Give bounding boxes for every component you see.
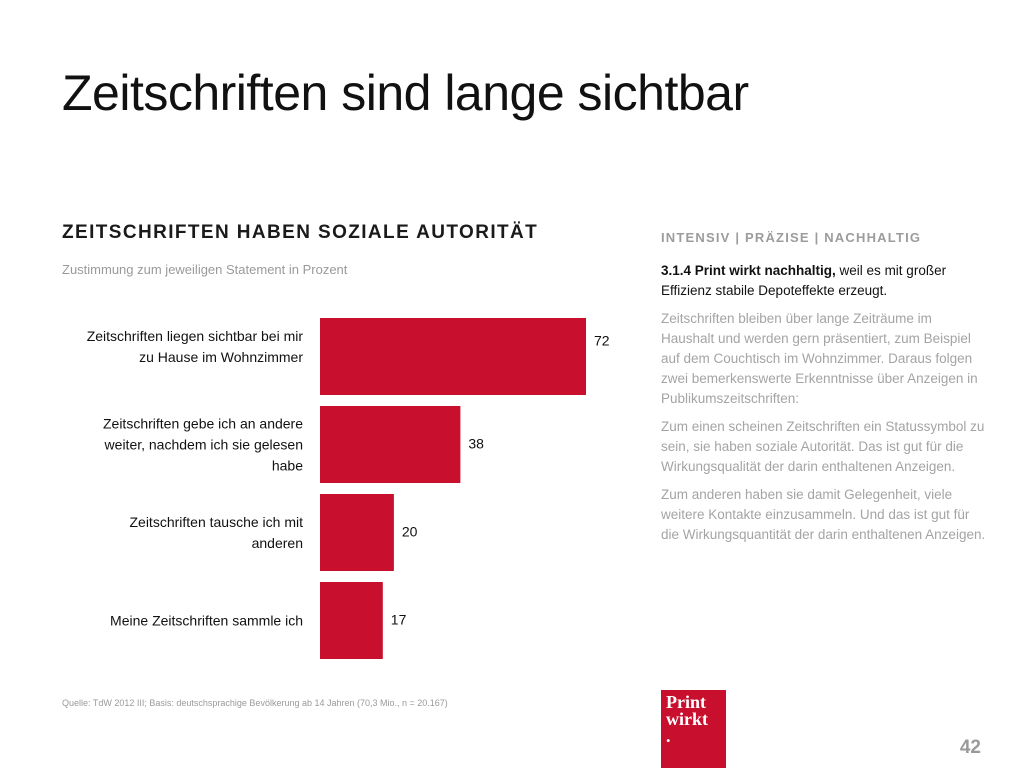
bar-chart: 72 Zeitschriften liegen sichtbar bei mir z… <box>87 318 610 659</box>
bar-value-label: 72 <box>594 333 610 349</box>
print-wirkt-logo: Print wirkt. <box>661 690 726 768</box>
bar-value-label: 20 <box>402 524 418 540</box>
category-label: Zeitschriften liegen sichtbar bei mir zu … <box>87 328 304 365</box>
right-column: INTENSIV | PRÄZISE | NACHHALTIG 3.1.4 Pr… <box>661 230 986 553</box>
body-paragraph: Zum anderen haben sie damit Gelegenheit,… <box>661 487 986 542</box>
logo-line-2: wirkt <box>666 709 708 729</box>
chart-heading: ZEITSCHRIFTEN HABEN SOZIALE AUTORITÄT <box>62 222 539 243</box>
category-label: Zeitschriften gebe ich an andere weiter, … <box>103 416 303 474</box>
chart-subtitle: Zustimmung zum jeweiligen Statement in P… <box>62 262 348 277</box>
category-label: Zeitschriften tausche ich mit anderen <box>129 514 303 551</box>
bar-2 <box>320 406 461 483</box>
category-label: Meine Zeitschriften sammle ich <box>110 613 303 629</box>
bar-value-label: 17 <box>391 612 407 628</box>
bar-4 <box>320 582 383 659</box>
logo-dot: . <box>666 726 671 746</box>
bar-1 <box>320 318 586 395</box>
logo-line-1: Print <box>666 692 706 712</box>
body-paragraph: Zum einen scheinen Zeitschriften ein Sta… <box>661 419 985 474</box>
tagline: INTENSIV | PRÄZISE | NACHHALTIG <box>661 230 922 245</box>
body-paragraph: Zeitschriften bleiben über lange Zeiträu… <box>661 311 978 406</box>
source-note: Quelle: TdW 2012 III; Basis: deutschspra… <box>62 698 448 708</box>
lead-bold: 3.1.4 Print wirkt nachhaltig, <box>661 263 836 278</box>
page-number: 42 <box>959 737 981 758</box>
bar-3 <box>320 494 394 571</box>
bar-value-label: 38 <box>468 436 484 452</box>
slide-title: Zeitschriften sind lange sichtbar <box>62 65 749 121</box>
lead-text: 3.1.4 Print wirkt nachhaltig, weil es mi… <box>661 261 986 301</box>
lead-rest: weil es mit großer Effizienz stabile Dep… <box>661 263 947 298</box>
